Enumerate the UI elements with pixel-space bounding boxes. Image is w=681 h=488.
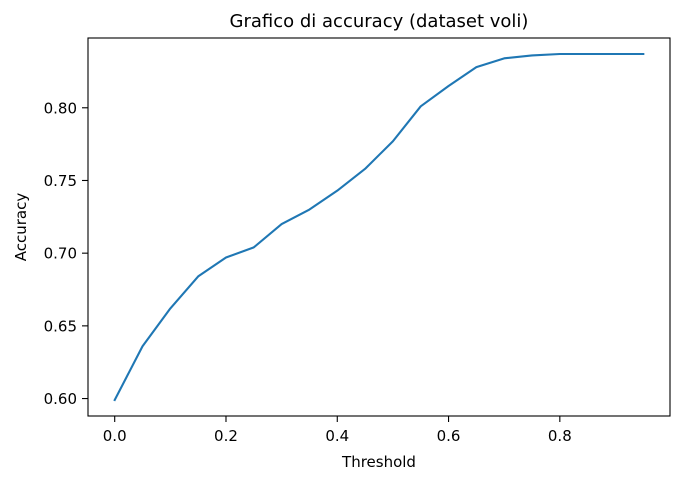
x-tick-label: 0.0 [103, 427, 127, 445]
y-tick-label: 0.80 [44, 99, 77, 117]
chart-title: Grafico di accuracy (dataset voli) [230, 11, 529, 32]
x-axis-label: Threshold [341, 453, 416, 471]
y-axis: 0.60 0.65 0.70 0.75 0.80 [44, 99, 88, 408]
y-axis-label: Accuracy [12, 193, 30, 262]
y-tick-label: 0.75 [44, 172, 77, 190]
x-tick-label: 0.8 [548, 427, 572, 445]
series-layer [113, 52, 645, 402]
x-tick-label: 0.4 [325, 427, 349, 445]
x-axis: 0.0 0.2 0.4 0.6 0.8 [103, 416, 572, 445]
plot-area [87, 37, 671, 417]
x-tick-label: 0.2 [214, 427, 238, 445]
x-tick-label: 0.6 [437, 427, 461, 445]
series-line-0 [113, 52, 645, 402]
y-tick-label: 0.60 [44, 390, 77, 408]
y-tick-label: 0.65 [44, 317, 77, 335]
plot-frame [88, 38, 670, 416]
plot-border [87, 37, 671, 417]
y-tick-label: 0.70 [44, 245, 77, 263]
